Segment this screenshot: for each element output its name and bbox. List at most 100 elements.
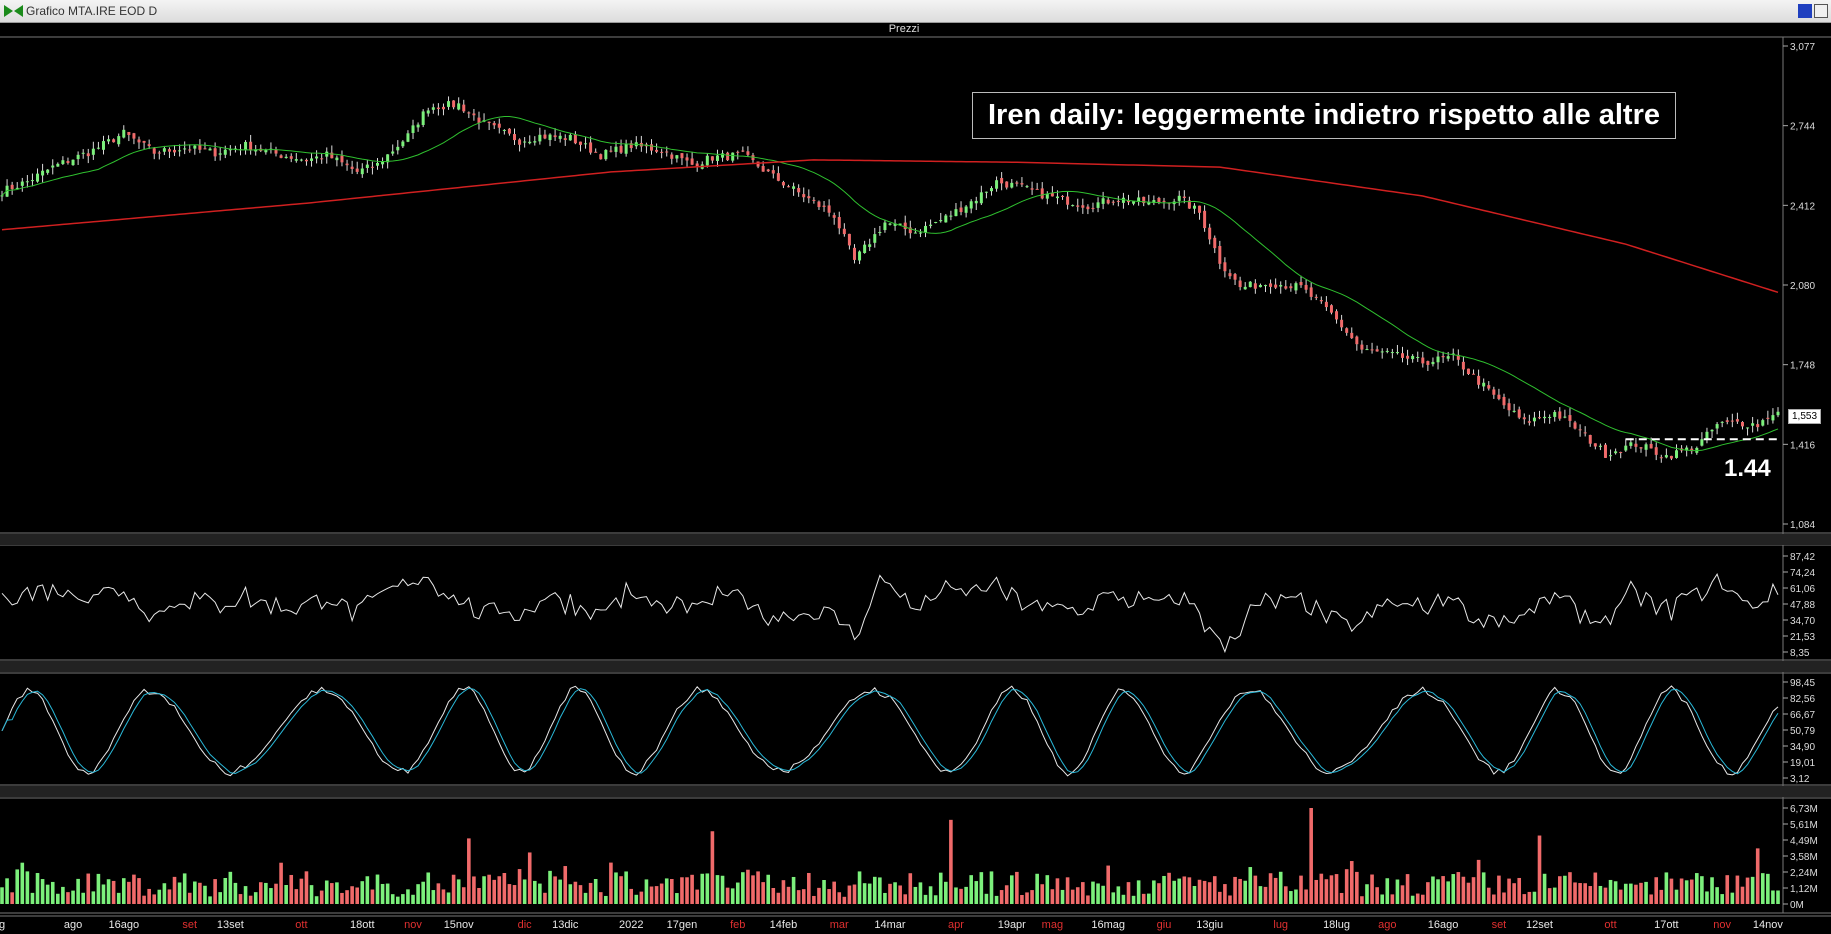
volume-bar xyxy=(944,881,948,904)
candle-body xyxy=(1766,417,1770,419)
candle-body xyxy=(969,201,973,209)
volume-bar xyxy=(801,889,806,904)
candle-body xyxy=(1725,420,1729,422)
volume-bar xyxy=(106,879,111,904)
volume-bar xyxy=(111,880,116,904)
candle-body xyxy=(1177,195,1181,201)
price-axis-label: 1,748 xyxy=(1790,361,1815,372)
volume-bar xyxy=(1035,873,1039,904)
volume-bar xyxy=(304,871,309,904)
candle-body xyxy=(1010,182,1014,188)
candle-body xyxy=(117,136,121,145)
volume-bar xyxy=(644,879,649,904)
volume-bar xyxy=(1766,873,1770,904)
candle-body xyxy=(406,133,410,142)
back-icon[interactable] xyxy=(14,5,23,17)
candle-body xyxy=(315,156,319,159)
candle-body xyxy=(340,155,344,163)
candle-body xyxy=(56,163,60,167)
volume-bar xyxy=(1669,878,1674,904)
candle-body xyxy=(1020,183,1024,185)
volume-bar xyxy=(1309,808,1313,904)
candle-body xyxy=(1111,201,1115,203)
candle-body xyxy=(558,135,562,139)
window-close-icon[interactable] xyxy=(1814,4,1828,18)
candle-body xyxy=(685,157,689,161)
volume-bar xyxy=(319,890,324,904)
volume-bar xyxy=(1436,879,1440,904)
candle-body xyxy=(1466,368,1470,375)
volume-bar xyxy=(857,871,862,904)
volume-bar xyxy=(1695,873,1699,904)
candle-body xyxy=(132,133,136,139)
volume-bar xyxy=(5,878,9,904)
candle-body xyxy=(847,233,851,246)
play-icon[interactable] xyxy=(4,5,13,17)
x-axis-label: 14feb xyxy=(770,919,798,931)
candle-body xyxy=(883,222,887,231)
candle-body xyxy=(1548,417,1552,419)
candle-body xyxy=(1076,205,1080,207)
candle-body xyxy=(837,217,841,229)
candle-body xyxy=(497,123,501,128)
volume-bar xyxy=(1740,886,1745,904)
volume-bar xyxy=(350,886,354,904)
volume-bar xyxy=(253,892,258,904)
candle-body xyxy=(1664,455,1668,458)
candle-body xyxy=(1629,442,1633,446)
candle-body xyxy=(487,121,491,123)
volume-bar xyxy=(903,894,908,904)
volume-bar xyxy=(1096,883,1100,904)
candle-body xyxy=(467,112,471,114)
candle-body xyxy=(254,149,258,152)
candle-body xyxy=(447,101,451,107)
candle-body xyxy=(1497,394,1501,399)
candle-body xyxy=(1162,200,1166,202)
volume-bar xyxy=(1040,884,1045,904)
candle-body xyxy=(1730,420,1734,422)
volume-bar xyxy=(624,871,628,904)
volume-bar xyxy=(1476,859,1481,904)
volume-bar xyxy=(812,895,816,904)
volume-bar xyxy=(664,878,669,904)
candle-body xyxy=(193,145,197,149)
candle-body xyxy=(822,205,826,207)
volume-bar xyxy=(872,876,877,904)
candle-body xyxy=(1421,357,1425,364)
candle-body xyxy=(1720,421,1724,423)
candle-body xyxy=(741,150,745,152)
candle-body xyxy=(878,231,882,233)
volume-bar xyxy=(1456,872,1461,904)
volume-bar xyxy=(76,878,80,904)
candle-body xyxy=(1512,410,1516,412)
candle-body xyxy=(1121,197,1125,203)
candle-body xyxy=(370,166,374,168)
volume-bar xyxy=(1060,889,1065,904)
candle-body xyxy=(1203,210,1207,229)
candle-body xyxy=(1360,344,1364,350)
candle-body xyxy=(731,152,735,161)
price-axis-label: 1,416 xyxy=(1790,440,1815,451)
candle-body xyxy=(325,151,329,157)
volume-bar xyxy=(796,890,801,904)
candle-body xyxy=(345,163,349,166)
candle-body xyxy=(1380,351,1384,353)
rsi-axis-label: 74,24 xyxy=(1790,568,1815,579)
volume-bar xyxy=(1705,891,1709,904)
candle-body xyxy=(974,200,978,204)
volume-bar xyxy=(1050,889,1055,904)
volume-bar xyxy=(1334,874,1339,904)
window-menu-icon[interactable] xyxy=(1798,4,1812,18)
volume-bar xyxy=(187,892,192,904)
candle-body xyxy=(979,192,983,204)
volume-bar xyxy=(299,878,304,904)
candle-body xyxy=(1482,382,1486,387)
volume-bar xyxy=(238,894,243,904)
volume-bar xyxy=(467,838,471,904)
candle-body xyxy=(1406,355,1410,359)
candle-body xyxy=(1314,296,1318,298)
x-axis-label: 18lug xyxy=(1323,919,1350,931)
candle-body xyxy=(299,159,303,161)
volume-bar xyxy=(619,876,623,904)
volume-bar xyxy=(66,892,70,904)
